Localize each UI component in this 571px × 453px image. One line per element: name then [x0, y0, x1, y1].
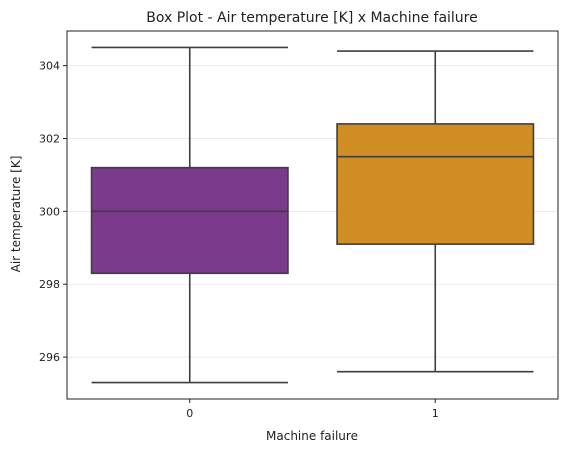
y-tick-label: 304 [39, 60, 60, 73]
y-axis-ticks: 296 298 300 302 304 [39, 60, 67, 364]
box-group-0 [90, 46, 289, 384]
y-tick-label: 302 [39, 132, 60, 145]
x-tick-label: 1 [432, 407, 439, 420]
y-tick-label: 300 [39, 205, 60, 218]
y-axis-label: Air temperature [K] [9, 156, 23, 273]
boxes [90, 46, 535, 384]
box-iqr [336, 123, 535, 245]
plot-frame [66, 30, 559, 400]
y-tick-label: 296 [39, 351, 60, 364]
x-axis-label: Machine failure [266, 429, 358, 443]
y-tick-label: 298 [39, 278, 60, 291]
box-group-1 [336, 50, 535, 373]
chart-title: Box Plot - Air temperature [K] x Machine… [146, 10, 478, 26]
x-tick-label: 0 [186, 407, 193, 420]
box-iqr [90, 166, 289, 275]
